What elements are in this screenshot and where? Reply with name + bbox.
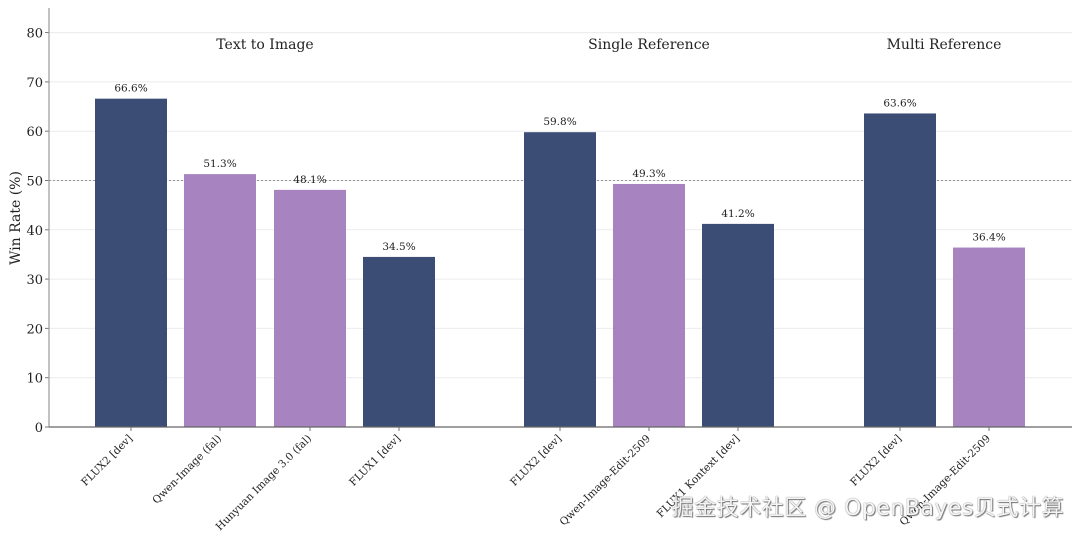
x-tick-label: Qwen-Image-Edit-2509 (558, 433, 654, 529)
bar-value-label: 59.8% (543, 116, 576, 128)
bar (184, 174, 256, 427)
labels: 0 10 20 30 40 50 60 70 80 Text to Image 66.6% FLUX2… (26, 27, 1005, 534)
x-tick-label: Qwen-Image (fal) (150, 433, 224, 507)
y-tick-label: 0 (35, 421, 43, 436)
bar-value-label: 36.4% (972, 232, 1005, 244)
group-title: Multi Reference (887, 37, 1002, 53)
bar (613, 183, 685, 427)
y-tick-label: 70 (26, 76, 43, 91)
bar (953, 247, 1025, 427)
bar-value-label: 34.5% (382, 241, 415, 253)
y-tick-label: 10 (26, 372, 43, 387)
group-title: Single Reference (588, 37, 710, 53)
bar (95, 98, 167, 428)
y-tick-label: 80 (26, 27, 43, 42)
group-title: Text to Image (216, 37, 313, 53)
bar (363, 256, 435, 427)
y-tick-label: 40 (26, 224, 43, 239)
bars (95, 98, 1025, 428)
bar (864, 113, 936, 428)
bar-value-label: 41.2% (721, 208, 754, 220)
y-axis-title: Win Rate (%) (8, 171, 24, 265)
x-tick-label: Hunyuan Image 3.0 (fal) (214, 433, 314, 533)
x-tick-label: FLUX2 [dev] (848, 433, 904, 489)
y-tick-label: 20 (26, 322, 43, 337)
y-tick-label: 50 (26, 175, 43, 190)
x-tick-label: FLUX2 [dev] (79, 433, 135, 489)
bar (524, 132, 596, 427)
bar (274, 189, 346, 427)
bar-value-label: 48.1% (293, 174, 326, 186)
bar-value-label: 49.3% (632, 168, 665, 180)
watermark: 掘金技术社区 @ OpenBayes贝式计算 (671, 496, 1064, 521)
x-tick-label: FLUX2 [dev] (508, 433, 564, 489)
axes (45, 8, 1072, 431)
bar-value-label: 63.6% (883, 97, 916, 109)
bar (702, 223, 774, 427)
bar-value-label: 66.6% (114, 83, 147, 95)
y-tick-label: 30 (26, 273, 43, 288)
bar-value-label: 51.3% (203, 158, 236, 170)
y-tick-label: 60 (26, 125, 43, 140)
x-tick-label: FLUX1 [dev] (347, 433, 403, 489)
